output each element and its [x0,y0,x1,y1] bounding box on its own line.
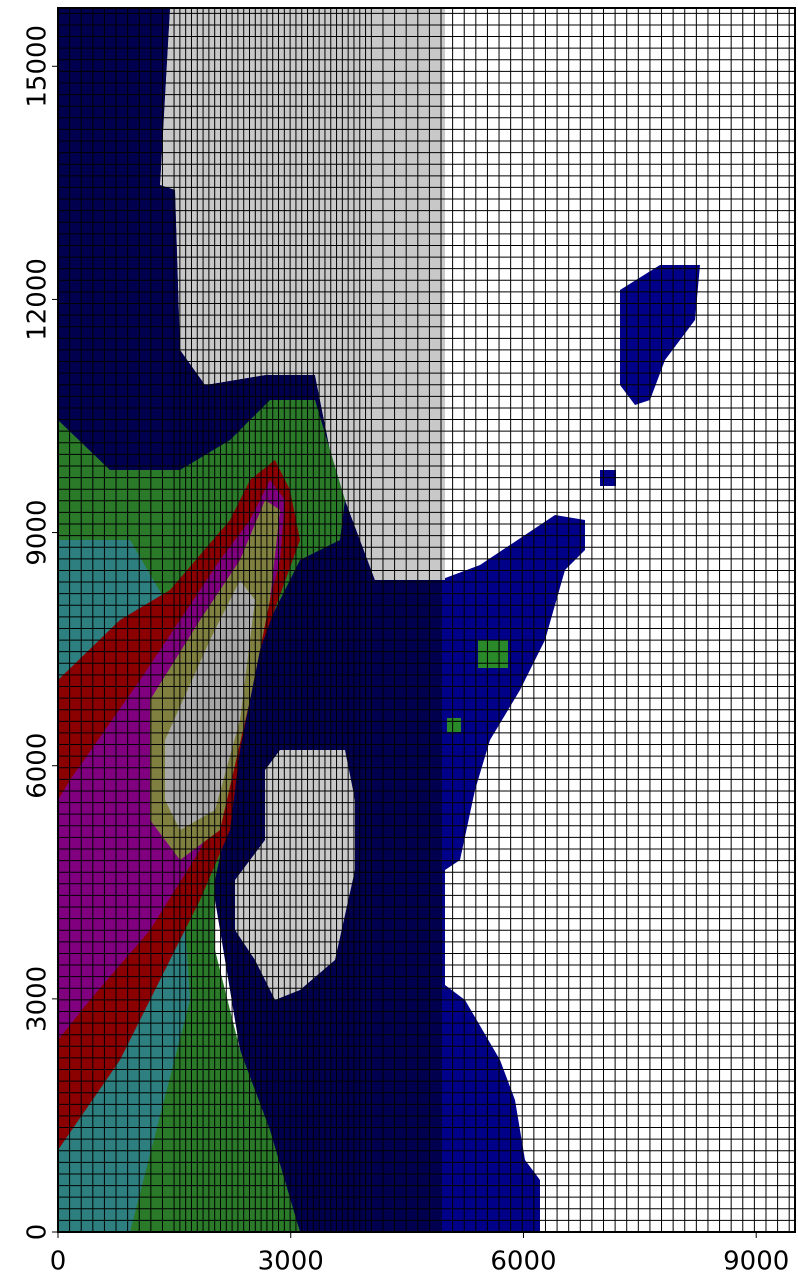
y-tick-label: 6000 [23,733,53,799]
y-tick-label: 15000 [23,25,53,108]
x-tick-label: 0 [50,1247,67,1277]
x-tick-label: 6000 [490,1247,556,1277]
y-tick-label: 3000 [23,966,53,1032]
y-tick-label: 9000 [23,499,53,565]
zone-green-cell [447,718,461,732]
y-tick-label: 12000 [23,258,53,341]
zone-green-cell [478,640,508,668]
chart: 0 3000 6000 9000 0 3000 6000 9000 12000 15000 [0,0,798,1282]
x-tick-label: 3000 [258,1247,324,1277]
y-tick-label: 0 [23,1224,53,1241]
x-tick-label: 9000 [723,1247,789,1277]
